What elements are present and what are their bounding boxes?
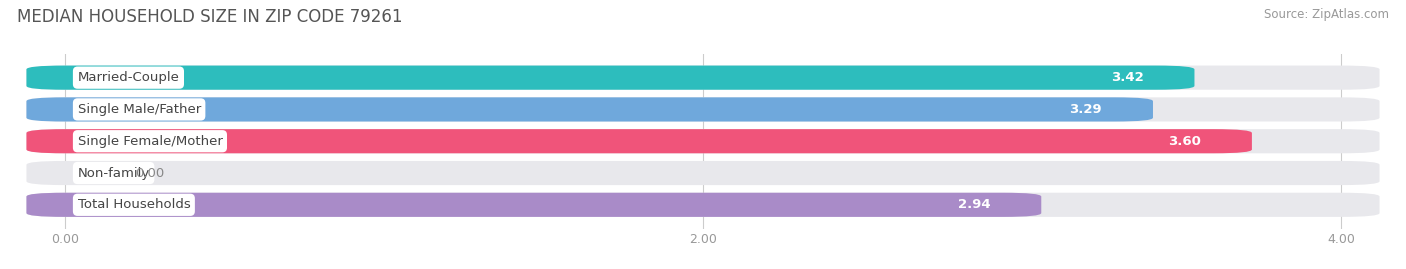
Text: 3.42: 3.42 bbox=[1111, 71, 1143, 84]
FancyBboxPatch shape bbox=[27, 129, 1251, 153]
FancyBboxPatch shape bbox=[27, 66, 1379, 90]
Text: Non-family: Non-family bbox=[77, 167, 150, 179]
FancyBboxPatch shape bbox=[27, 193, 1379, 217]
Text: 0.00: 0.00 bbox=[135, 167, 165, 179]
Text: 3.29: 3.29 bbox=[1070, 103, 1102, 116]
Text: Single Female/Mother: Single Female/Mother bbox=[77, 135, 222, 148]
FancyBboxPatch shape bbox=[27, 66, 1195, 90]
Text: Total Households: Total Households bbox=[77, 198, 190, 211]
Text: 3.60: 3.60 bbox=[1168, 135, 1201, 148]
Text: Source: ZipAtlas.com: Source: ZipAtlas.com bbox=[1264, 8, 1389, 21]
Text: MEDIAN HOUSEHOLD SIZE IN ZIP CODE 79261: MEDIAN HOUSEHOLD SIZE IN ZIP CODE 79261 bbox=[17, 8, 402, 26]
Text: Married-Couple: Married-Couple bbox=[77, 71, 180, 84]
FancyBboxPatch shape bbox=[27, 97, 1379, 122]
Text: 2.94: 2.94 bbox=[957, 198, 990, 211]
FancyBboxPatch shape bbox=[27, 97, 1153, 122]
FancyBboxPatch shape bbox=[27, 161, 1379, 185]
Text: Single Male/Father: Single Male/Father bbox=[77, 103, 201, 116]
FancyBboxPatch shape bbox=[27, 129, 1379, 153]
FancyBboxPatch shape bbox=[27, 193, 1042, 217]
